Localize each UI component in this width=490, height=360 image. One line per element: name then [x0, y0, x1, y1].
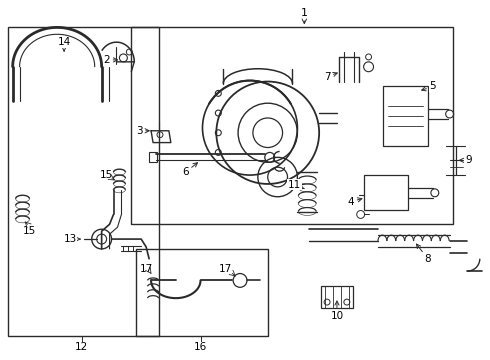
- Bar: [8, 27, 159, 336]
- Text: 13: 13: [63, 234, 80, 244]
- Text: 8: 8: [416, 244, 431, 264]
- Text: 4: 4: [347, 197, 362, 207]
- Text: 11: 11: [288, 180, 304, 190]
- Bar: [136, 249, 268, 336]
- Bar: [149, 152, 157, 162]
- Text: 16: 16: [194, 342, 207, 352]
- Text: 14: 14: [57, 37, 71, 51]
- Bar: [383, 86, 428, 145]
- Text: 7: 7: [324, 72, 337, 82]
- Text: 17: 17: [140, 264, 153, 274]
- Text: 9: 9: [460, 155, 472, 165]
- Text: 3: 3: [136, 126, 149, 136]
- Bar: [131, 27, 453, 224]
- Text: 6: 6: [182, 163, 197, 177]
- Text: 10: 10: [330, 301, 343, 321]
- Text: 15: 15: [23, 226, 36, 236]
- Text: 5: 5: [422, 81, 436, 91]
- Text: 1: 1: [301, 8, 308, 23]
- Text: 15: 15: [100, 170, 113, 180]
- Text: 2: 2: [103, 55, 118, 65]
- Text: 12: 12: [75, 342, 89, 352]
- Bar: [364, 175, 408, 210]
- Bar: [321, 286, 353, 308]
- Text: 17: 17: [219, 264, 232, 274]
